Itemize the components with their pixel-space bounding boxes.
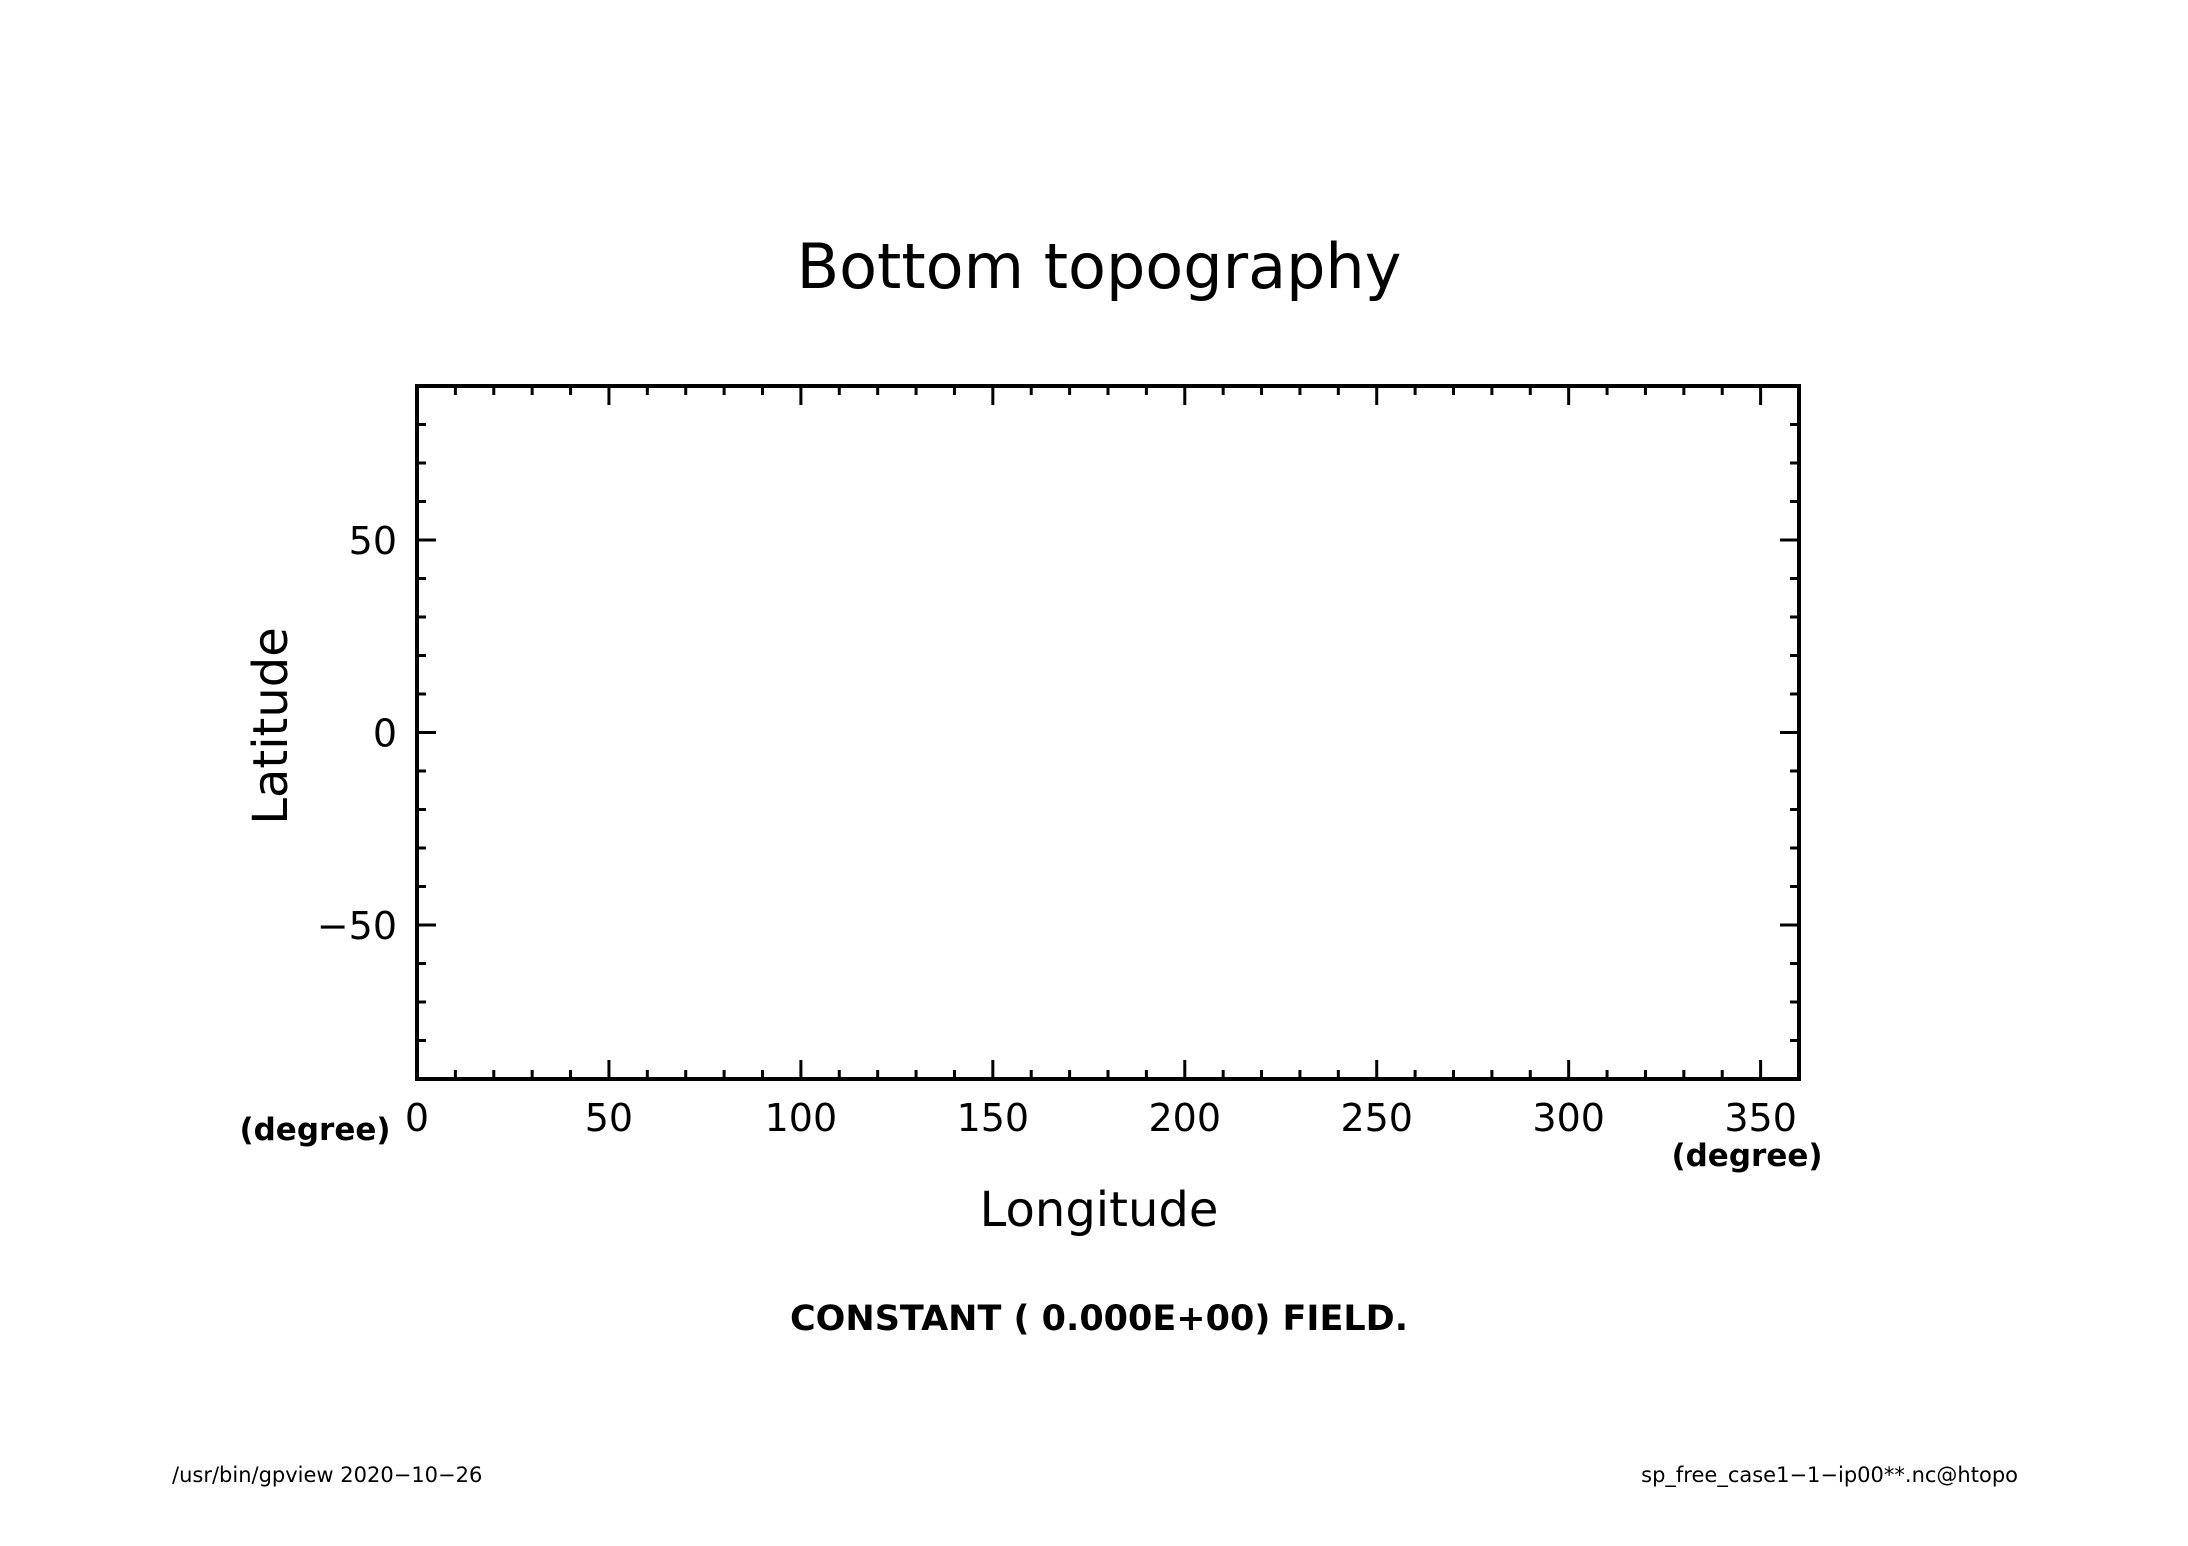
footer-left: /usr/bin/gpview 2020−10−26 xyxy=(172,1463,482,1487)
x-axis-label: Longitude xyxy=(980,1182,1219,1238)
x-axis-unit: (degree) xyxy=(1671,1138,1822,1174)
x-tick-label: 50 xyxy=(585,1096,633,1140)
y-axis-unit: (degree) xyxy=(239,1112,390,1148)
field-message: CONSTANT ( 0.000E+00) FIELD. xyxy=(790,1299,1408,1339)
x-tick-label: 100 xyxy=(765,1096,838,1140)
y-axis-label: Latitude xyxy=(243,627,299,825)
x-tick-label: 0 xyxy=(405,1096,429,1140)
chart-title: Bottom topography xyxy=(797,230,1402,303)
x-tick-label: 200 xyxy=(1149,1096,1222,1140)
y-tick-label: 0 xyxy=(373,712,397,756)
x-tick-label: 150 xyxy=(957,1096,1030,1140)
plot-area: 0 50 100 150 200 250 300 350 −50 0 50 xyxy=(317,384,1801,1140)
y-tick-label: −50 xyxy=(317,904,397,948)
footer-right: sp_free_case1−1−ip00**.nc@htopo xyxy=(1641,1463,2018,1488)
axis-ticks xyxy=(415,384,1801,1081)
axis-tick-labels: 0 50 100 150 200 250 300 350 −50 0 50 xyxy=(317,519,1797,1140)
y-tick-label: 50 xyxy=(349,519,397,563)
x-tick-label: 350 xyxy=(1724,1096,1797,1140)
x-tick-label: 300 xyxy=(1532,1096,1605,1140)
x-tick-label: 250 xyxy=(1340,1096,1413,1140)
plot-frame xyxy=(415,384,1801,1081)
